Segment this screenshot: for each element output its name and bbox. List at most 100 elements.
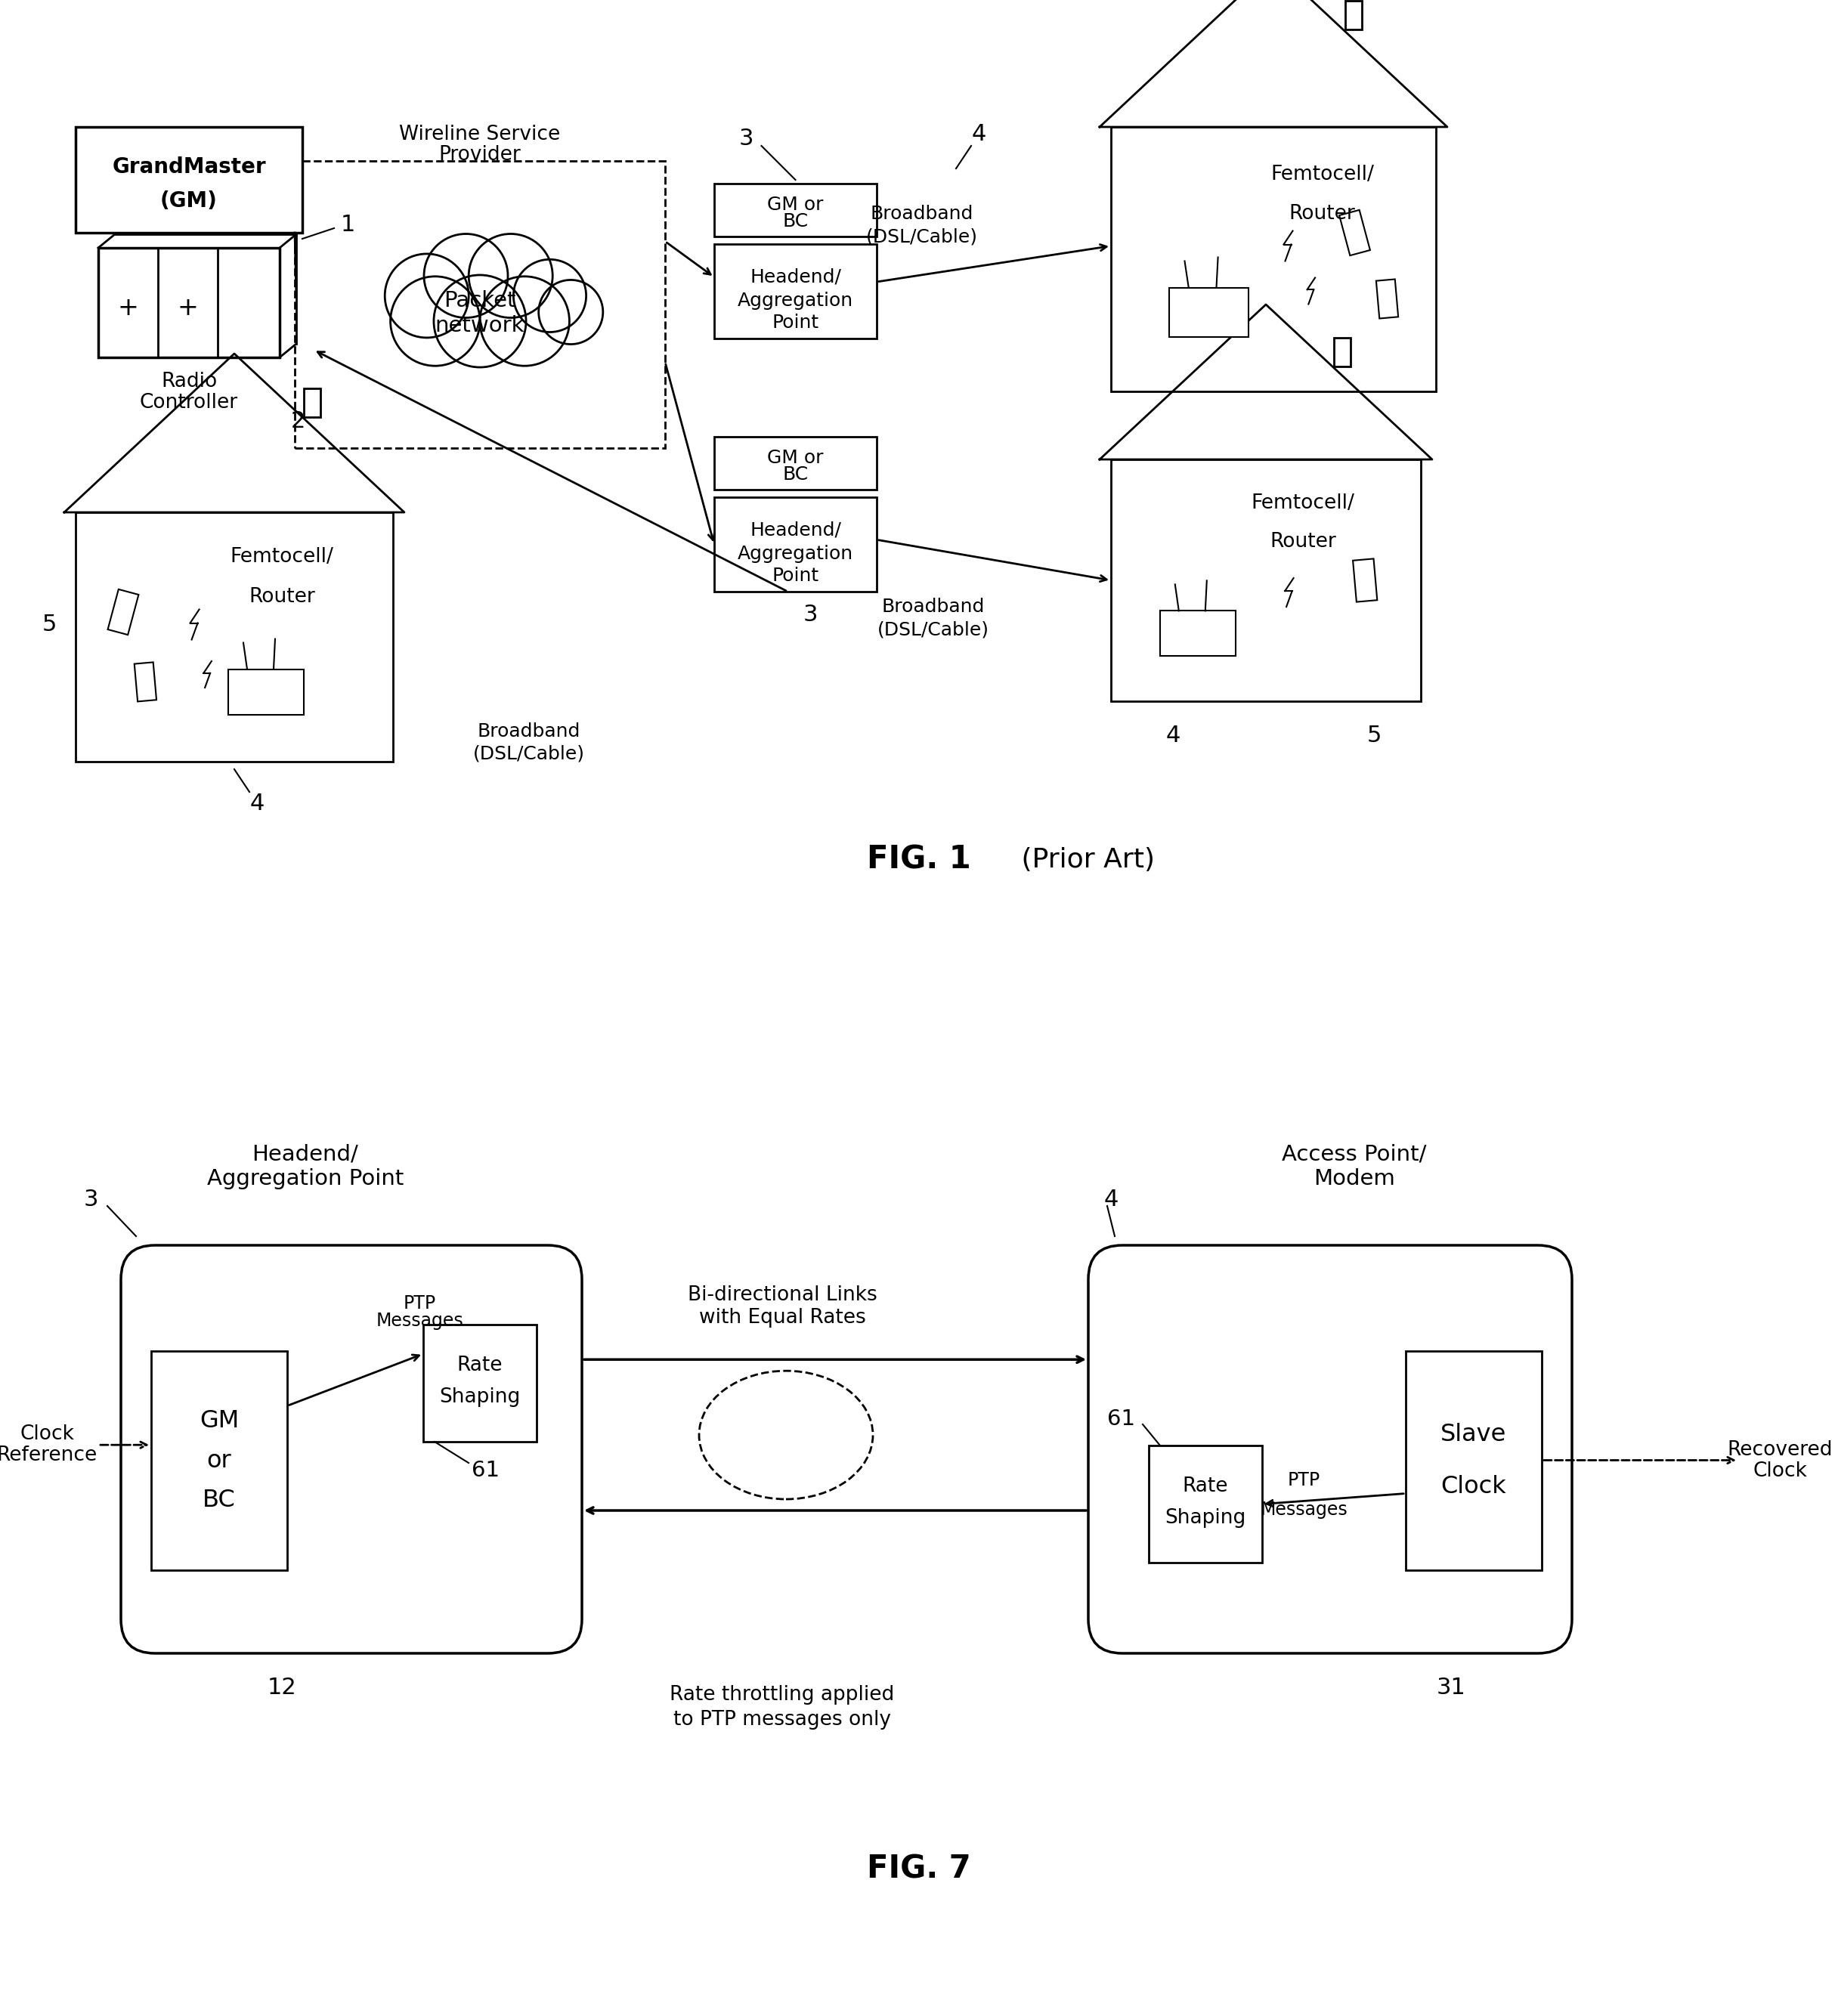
Text: Headend/: Headend/: [252, 1143, 358, 1165]
Text: 4: 4: [1103, 1189, 1118, 1212]
Text: Clock: Clock: [20, 1425, 74, 1443]
Bar: [423, 1325, 537, 1441]
Text: or: or: [208, 1450, 232, 1472]
Text: Wireline Service: Wireline Service: [399, 125, 561, 145]
Text: 31: 31: [1435, 1677, 1465, 1697]
Bar: [715, 244, 877, 339]
Text: Router: Router: [1288, 204, 1355, 224]
Bar: [294, 161, 665, 448]
Text: Slave: Slave: [1441, 1423, 1507, 1445]
Bar: [97, 248, 279, 357]
Text: (Prior Art): (Prior Art): [1013, 847, 1154, 873]
Bar: [1160, 611, 1235, 655]
Bar: [1345, 0, 1362, 30]
Text: Provider: Provider: [439, 145, 520, 165]
Text: Clock: Clock: [1441, 1476, 1507, 1498]
Text: Router: Router: [248, 587, 314, 607]
FancyBboxPatch shape: [1088, 1246, 1571, 1653]
Bar: [228, 669, 303, 714]
Bar: [1334, 339, 1351, 367]
Polygon shape: [1377, 278, 1399, 319]
Bar: [1149, 1445, 1263, 1562]
Text: network: network: [436, 314, 524, 337]
Text: Point: Point: [772, 312, 820, 331]
Text: Rate: Rate: [1182, 1476, 1228, 1496]
Text: Shaping: Shaping: [439, 1387, 520, 1407]
Bar: [1406, 1351, 1542, 1570]
Polygon shape: [1353, 558, 1377, 603]
Text: BC: BC: [202, 1488, 235, 1512]
Text: Headend/: Headend/: [750, 268, 842, 286]
Bar: [303, 389, 322, 417]
Text: Messages: Messages: [375, 1312, 463, 1331]
Text: Reference: Reference: [0, 1445, 97, 1466]
Bar: [715, 183, 877, 236]
Text: (DSL/Cable): (DSL/Cable): [866, 228, 978, 246]
Text: Femtocell/: Femtocell/: [230, 548, 335, 566]
Text: Femtocell/: Femtocell/: [1270, 165, 1375, 183]
Text: 4: 4: [972, 123, 985, 145]
Text: Shaping: Shaping: [1165, 1508, 1246, 1528]
Circle shape: [480, 276, 570, 365]
Text: Rate: Rate: [458, 1357, 504, 1375]
Text: Aggregation: Aggregation: [737, 544, 853, 562]
Text: (DSL/Cable): (DSL/Cable): [472, 746, 584, 764]
Polygon shape: [1340, 210, 1369, 256]
Text: BC: BC: [783, 212, 809, 230]
Text: 1: 1: [340, 214, 355, 236]
Bar: [151, 1351, 287, 1570]
Text: (DSL/Cable): (DSL/Cable): [877, 621, 989, 639]
Bar: [1169, 288, 1248, 337]
Text: 5: 5: [42, 613, 57, 635]
Bar: [75, 512, 393, 762]
Text: BC: BC: [783, 466, 809, 484]
Circle shape: [425, 234, 507, 319]
Text: Clock: Clock: [1753, 1462, 1807, 1480]
Text: Packet: Packet: [443, 290, 516, 310]
Text: Aggregation Point: Aggregation Point: [208, 1167, 404, 1189]
Bar: [1110, 460, 1421, 702]
Text: Broadband: Broadband: [478, 722, 581, 740]
Text: 3: 3: [739, 127, 754, 149]
Text: 5: 5: [1367, 724, 1382, 746]
Text: 3: 3: [83, 1189, 97, 1212]
Text: Access Point/: Access Point/: [1281, 1143, 1426, 1165]
Text: Messages: Messages: [1259, 1500, 1347, 1518]
Text: GM or: GM or: [766, 450, 823, 468]
Text: Controller: Controller: [140, 393, 239, 413]
Bar: [75, 127, 301, 232]
Text: PTP: PTP: [1287, 1472, 1320, 1490]
Text: Broadband: Broadband: [871, 206, 974, 224]
Bar: [715, 437, 877, 490]
Text: 12: 12: [268, 1677, 298, 1697]
Text: 4: 4: [1165, 724, 1180, 746]
Circle shape: [390, 276, 480, 365]
Text: 61: 61: [1106, 1409, 1136, 1429]
Text: PTP: PTP: [403, 1294, 436, 1312]
Circle shape: [384, 254, 469, 339]
Text: Headend/: Headend/: [750, 522, 842, 540]
Circle shape: [434, 274, 526, 367]
Ellipse shape: [698, 1371, 873, 1500]
Text: FIG. 1: FIG. 1: [868, 845, 970, 875]
Text: Bi-directional Links: Bi-directional Links: [687, 1286, 877, 1304]
Text: GM or: GM or: [766, 196, 823, 214]
FancyBboxPatch shape: [121, 1246, 583, 1653]
Text: FIG. 7: FIG. 7: [868, 1853, 970, 1885]
Text: GrandMaster: GrandMaster: [112, 157, 267, 177]
Bar: [1110, 127, 1435, 391]
Circle shape: [539, 280, 603, 345]
Text: GM: GM: [200, 1409, 239, 1433]
Text: 61: 61: [472, 1460, 500, 1482]
Text: 4: 4: [250, 792, 265, 814]
Text: Rate throttling applied: Rate throttling applied: [669, 1685, 895, 1706]
Text: Modem: Modem: [1314, 1167, 1395, 1189]
Text: +: +: [118, 296, 138, 321]
Text: Recovered: Recovered: [1728, 1439, 1832, 1460]
Text: Radio: Radio: [162, 371, 217, 391]
Text: to PTP messages only: to PTP messages only: [673, 1710, 891, 1730]
Circle shape: [469, 234, 553, 319]
Polygon shape: [134, 661, 156, 702]
Text: Router: Router: [1270, 532, 1336, 552]
Bar: [715, 498, 877, 591]
